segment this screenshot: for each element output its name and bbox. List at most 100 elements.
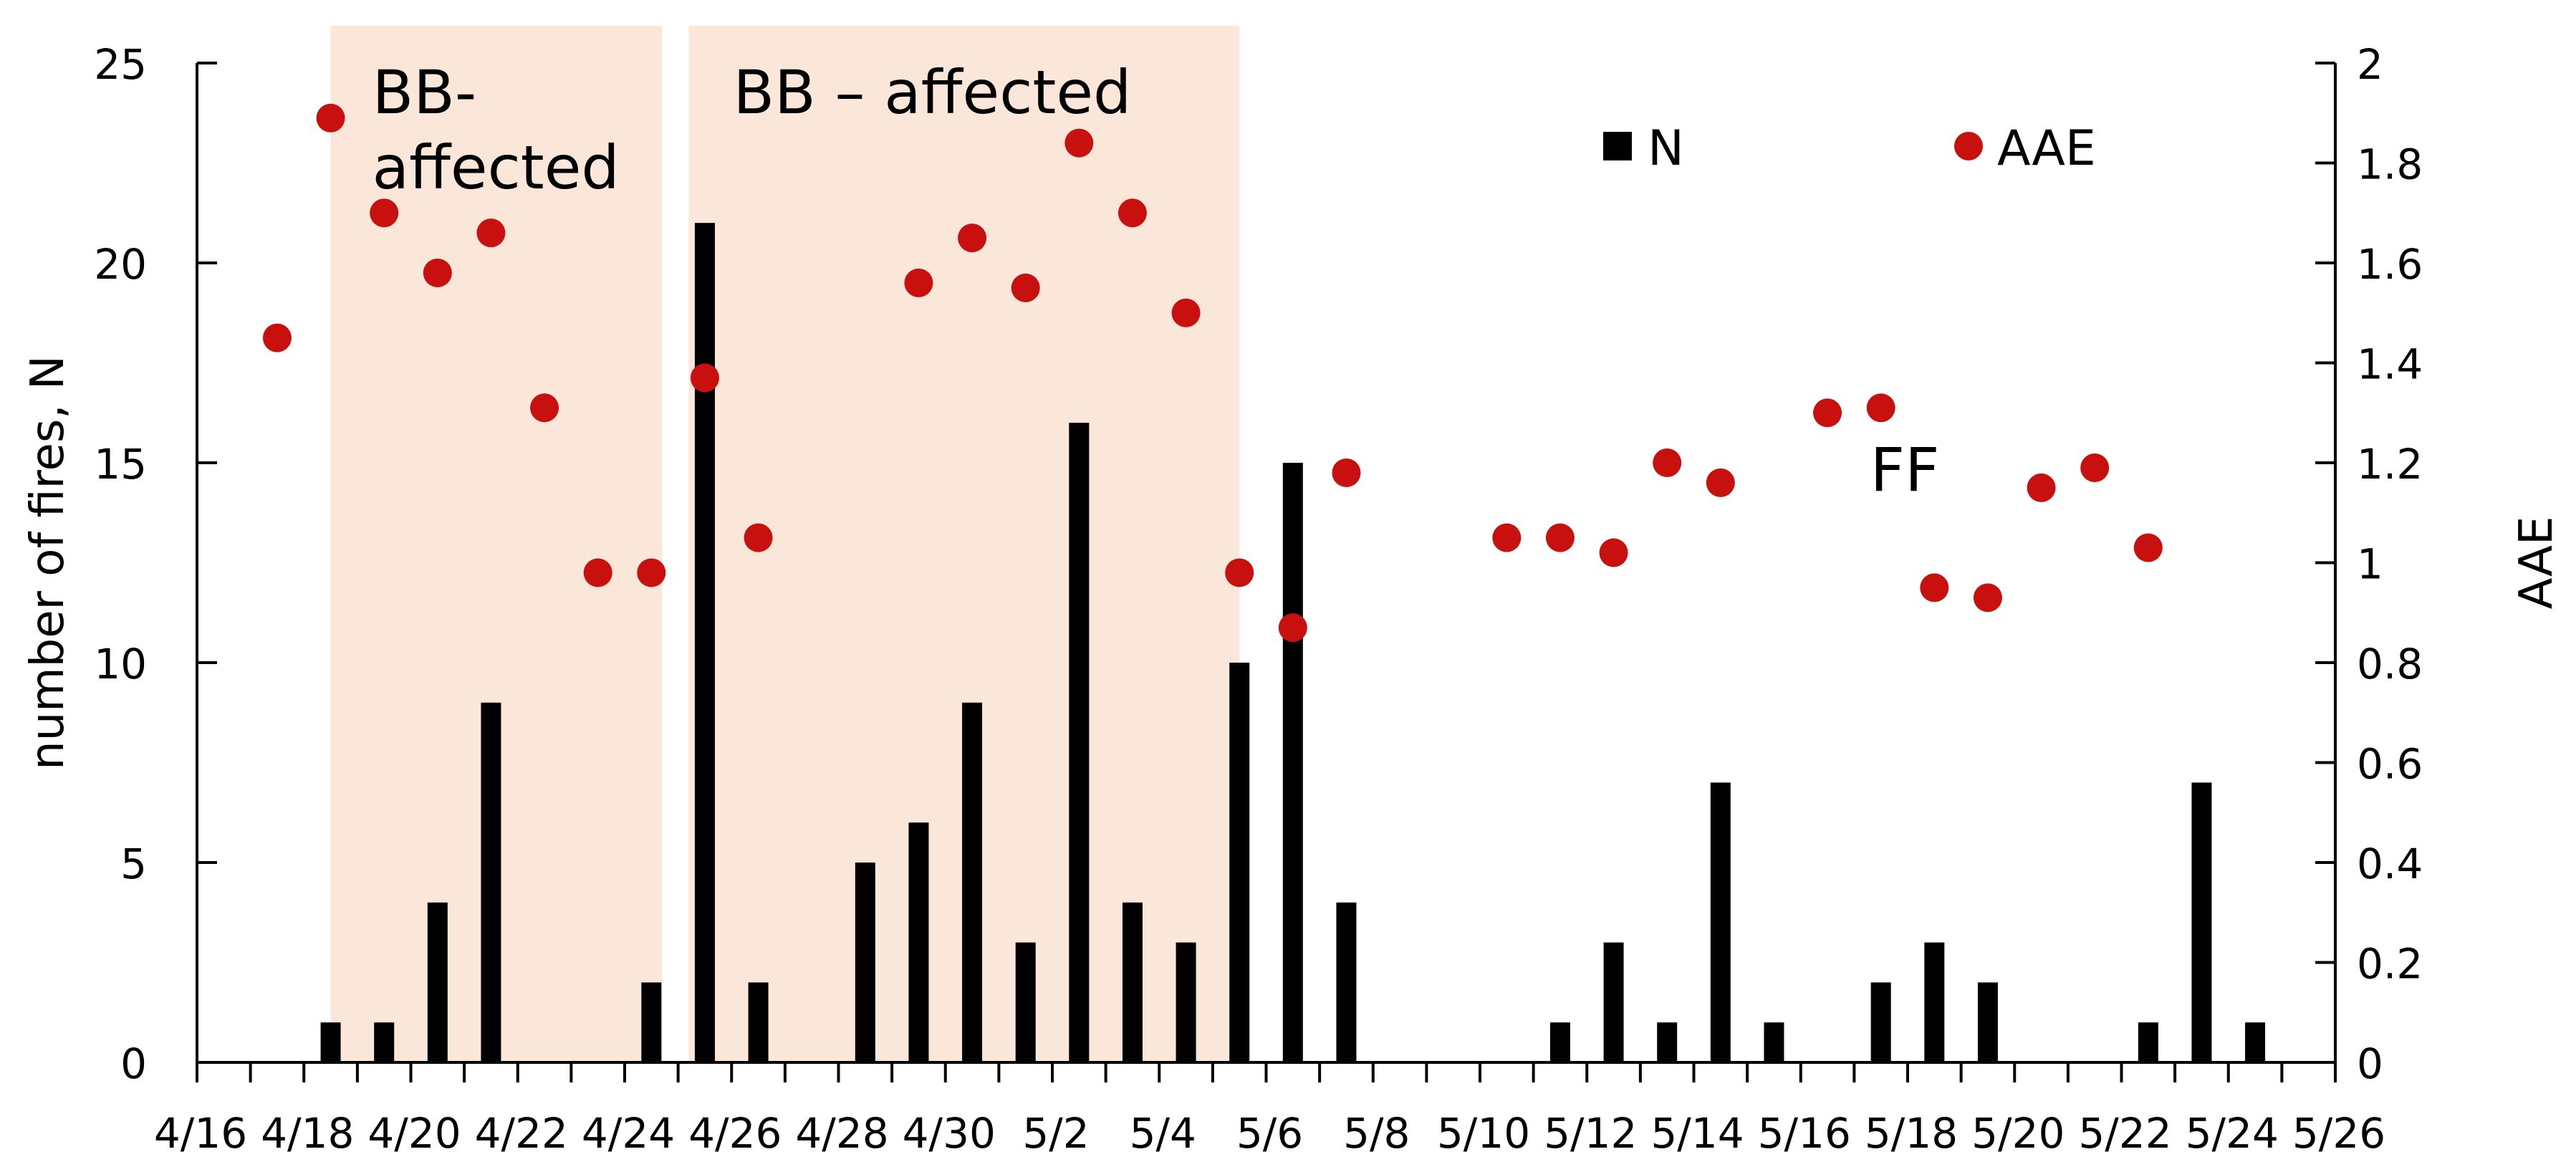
point-aae-9 bbox=[690, 363, 719, 393]
right-tick-label: 0 bbox=[2357, 1039, 2383, 1088]
legend-marker-n bbox=[1603, 132, 1632, 160]
point-aae-14 bbox=[1064, 128, 1094, 158]
bar-n-2 bbox=[374, 1022, 395, 1062]
point-aae-1 bbox=[262, 323, 292, 352]
x-tick-label: 5/16 bbox=[1758, 1109, 1851, 1158]
right-tick-label: 0.2 bbox=[2357, 940, 2423, 989]
point-aae-20 bbox=[1492, 523, 1522, 552]
bar-n-19 bbox=[1603, 942, 1624, 1062]
point-aae-28 bbox=[1973, 583, 2002, 613]
x-tick-label: 4/18 bbox=[261, 1109, 354, 1158]
left-tick-label: 25 bbox=[94, 40, 147, 89]
left-axis-title: number of fires, N bbox=[21, 355, 75, 770]
x-tick-label: 5/12 bbox=[1544, 1109, 1637, 1158]
x-tick-label: 5/22 bbox=[2078, 1109, 2171, 1158]
point-aae-12 bbox=[958, 224, 987, 253]
annotations: FF bbox=[1870, 435, 1940, 505]
x-tick-label: 4/30 bbox=[903, 1109, 996, 1158]
aae-points bbox=[262, 103, 2163, 643]
x-tick-label: 5/20 bbox=[1971, 1109, 2065, 1158]
bar-n-18 bbox=[1549, 1022, 1570, 1062]
right-tick-label: 1.4 bbox=[2357, 340, 2423, 389]
point-aae-16 bbox=[1171, 298, 1201, 327]
annotation-ff: FF bbox=[1870, 435, 1940, 505]
point-aae-24 bbox=[1706, 468, 1735, 497]
point-aae-30 bbox=[2080, 453, 2110, 482]
x-tick-label: 5/24 bbox=[2186, 1109, 2279, 1158]
point-aae-18 bbox=[1278, 613, 1307, 643]
x-tick-label: 5/10 bbox=[1437, 1109, 1530, 1158]
point-aae-10 bbox=[744, 523, 773, 552]
axes: 0 5 10 15 20 25 0 0.2 0.4 0.6 0.8 1 1.2 1.4 1.6 1.8 2 4/1… bbox=[21, 40, 2563, 1158]
bar-n-23 bbox=[1870, 982, 1891, 1062]
left-tick-label: 0 bbox=[120, 1039, 147, 1088]
point-aae-22 bbox=[1599, 538, 1628, 567]
point-aae-15 bbox=[1118, 198, 1147, 228]
legend-label-aae: AAE bbox=[1997, 120, 2096, 177]
bar-n-17 bbox=[1336, 902, 1357, 1062]
right-tick-label: 1.8 bbox=[2357, 140, 2423, 189]
x-tick-label: 4/28 bbox=[795, 1109, 888, 1158]
region-2-label-line-1: BB – affected bbox=[734, 57, 1132, 128]
bar-n-8 bbox=[855, 863, 875, 1062]
right-axis-title: AAE bbox=[2510, 517, 2563, 610]
left-tick-label: 5 bbox=[120, 840, 147, 888]
left-tick-label: 15 bbox=[94, 440, 147, 489]
point-aae-21 bbox=[1545, 523, 1575, 552]
bar-n-20 bbox=[1657, 1022, 1678, 1062]
bar-n-21 bbox=[1710, 782, 1731, 1062]
bar-n-13 bbox=[1122, 902, 1143, 1062]
region-1-label-line-1: BB- bbox=[373, 57, 477, 128]
bar-n-1 bbox=[320, 1022, 341, 1062]
point-aae-3 bbox=[370, 198, 399, 228]
x-tick-label: 5/4 bbox=[1130, 1109, 1196, 1158]
x-tick-label: 5/18 bbox=[1865, 1109, 1958, 1158]
point-aae-23 bbox=[1653, 448, 1682, 477]
point-aae-25 bbox=[1813, 398, 1842, 428]
bar-n-11 bbox=[1015, 942, 1036, 1062]
bar-n-10 bbox=[962, 702, 983, 1062]
x-tick-label: 4/16 bbox=[154, 1109, 247, 1158]
x-tick-label: 5/26 bbox=[2292, 1109, 2385, 1158]
point-aae-29 bbox=[2027, 473, 2056, 502]
bar-n-27 bbox=[2191, 782, 2212, 1062]
bar-n-28 bbox=[2245, 1022, 2266, 1062]
bar-n-14 bbox=[1176, 942, 1196, 1062]
left-tick-label: 20 bbox=[94, 240, 147, 289]
n-bars bbox=[320, 223, 2266, 1063]
point-aae-5 bbox=[476, 218, 506, 248]
point-aae-13 bbox=[1011, 273, 1040, 302]
x-tick-label: 4/26 bbox=[688, 1109, 782, 1158]
bar-n-4 bbox=[481, 702, 501, 1062]
x-tick-label: 4/22 bbox=[475, 1109, 568, 1158]
legend-marker-aae bbox=[1954, 132, 1983, 160]
point-aae-11 bbox=[904, 268, 933, 297]
bar-n-22 bbox=[1764, 1022, 1784, 1062]
point-aae-26 bbox=[1866, 393, 1895, 423]
region-labels: BB-affected BB – affected bbox=[373, 57, 1132, 203]
x-tick-label: 4/24 bbox=[582, 1109, 675, 1158]
bar-n-3 bbox=[427, 902, 448, 1062]
right-tick-label: 0.6 bbox=[2357, 740, 2423, 789]
left-tick-label: 10 bbox=[94, 640, 147, 688]
x-tick-label: 5/2 bbox=[1022, 1109, 1089, 1158]
point-aae-8 bbox=[637, 558, 666, 587]
bar-n-7 bbox=[748, 982, 769, 1062]
point-aae-31 bbox=[2133, 533, 2163, 562]
point-aae-2 bbox=[316, 103, 345, 133]
bar-n-15 bbox=[1229, 663, 1250, 1062]
right-tick-label: 0.4 bbox=[2357, 840, 2423, 888]
point-aae-6 bbox=[530, 393, 559, 423]
shaded-regions bbox=[330, 26, 1240, 1062]
bar-n-6 bbox=[694, 223, 715, 1063]
point-aae-27 bbox=[1920, 573, 1949, 602]
region-1-label-line-2: affected bbox=[373, 133, 620, 203]
bar-n-12 bbox=[1069, 423, 1090, 1062]
x-tick-label: 5/6 bbox=[1236, 1109, 1303, 1158]
right-tick-label: 2 bbox=[2357, 40, 2383, 89]
x-tick-label: 4/20 bbox=[367, 1109, 461, 1158]
point-aae-7 bbox=[583, 558, 612, 587]
point-aae-19 bbox=[1332, 458, 1361, 487]
right-tick-label: 1.6 bbox=[2357, 240, 2423, 289]
